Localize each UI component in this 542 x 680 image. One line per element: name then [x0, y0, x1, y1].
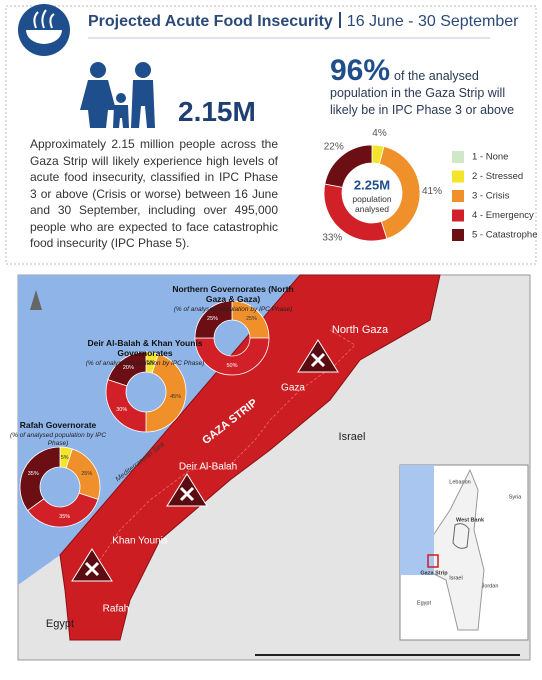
value-label: 45% [170, 394, 181, 400]
pie-slice [27, 492, 99, 528]
pie-slice [378, 146, 421, 240]
value-label: 33% [322, 233, 342, 244]
bowl-icon [18, 4, 70, 56]
inset-label: Syria [509, 494, 522, 500]
pie-slice [107, 351, 147, 387]
legend-swatch [452, 190, 464, 202]
legend-swatch [452, 170, 464, 183]
title-text: Projected Acute Food Insecurity [88, 13, 333, 30]
pie-slice [324, 144, 373, 188]
top-frame [5, 5, 537, 265]
value-label: 25% [81, 471, 92, 477]
value-label: 30% [116, 407, 127, 413]
inset-label: Jordan [482, 583, 499, 589]
map-chart-title: Deir Al-Balah & Khan Younis Governorates [87, 338, 203, 358]
value-label: 35% [28, 471, 39, 477]
place-label: Khan Younis [112, 536, 168, 547]
value-label: 22% [324, 141, 344, 152]
map-chart-title: Rafah Governorate [19, 420, 97, 430]
map-chart-subtitle: (% of analysed population by IPC Phase) [85, 360, 205, 367]
value-label: 35% [59, 514, 70, 520]
period: 16 June - 30 September [346, 13, 519, 30]
legend-swatch [452, 229, 464, 241]
center-label: population analysed [352, 194, 392, 214]
value-label: 25% [246, 316, 257, 322]
place-label: Gaza [281, 383, 305, 394]
value-label: 4% [372, 128, 387, 139]
pie-slice [194, 337, 270, 376]
value-label: 25% [207, 316, 218, 322]
map [17, 274, 531, 661]
pie-slice [145, 353, 187, 433]
map-chart-title: Northern Governorates (North Gaza & Gaza… [172, 284, 294, 304]
family-icon [80, 62, 155, 128]
inset-label: West Bank [456, 517, 485, 523]
map-chart-subtitle: (% of analysed population by IPC Phase) [173, 306, 293, 313]
value-label: 50% [226, 363, 237, 369]
place-label: Israel [339, 431, 366, 443]
pie-slice [194, 300, 233, 339]
legend-label: 5 - Catastrophe [472, 230, 537, 241]
legend-swatch [452, 209, 464, 222]
inset-label: Israel [449, 575, 462, 581]
headline-value: 2.15M [178, 96, 256, 127]
value-label: 41% [422, 186, 442, 197]
value-label: 5% [147, 360, 155, 366]
legend-label: 4 - Emergency [472, 210, 534, 221]
place-label: Deir Al-Balah [179, 462, 237, 473]
center-value: 2.25M [354, 177, 390, 192]
inset-label: Egypt [417, 600, 432, 606]
value-label: 5% [61, 455, 69, 461]
description: Approximately 2.15 million people across… [30, 137, 278, 250]
map-chart-subtitle: (% of analysed population by IPC Phase) [9, 432, 107, 447]
place-label: Egypt [46, 618, 74, 630]
pie-slice [19, 446, 61, 512]
legend-label: 3 - Crisis [472, 191, 510, 202]
place-label: Rafah [103, 604, 130, 615]
legend-label: 2 - Stressed [472, 171, 523, 182]
inset-label: Gaza Strip [420, 570, 448, 576]
highlight-value: 96% [330, 54, 391, 87]
title: Projected Acute Food Insecurity 16 June -… [88, 12, 518, 31]
highlight: 96% of the analysed population in the Gaz… [330, 56, 535, 119]
value-label: 20% [123, 365, 134, 371]
legend-label: 1 - None [472, 152, 508, 163]
inset-label: Lebanon [449, 479, 470, 485]
separator [338, 12, 341, 28]
highlight-text: of the analysed population in the Gaza S… [330, 69, 515, 117]
legend-swatch [452, 151, 464, 163]
place-label: North Gaza [332, 324, 389, 336]
